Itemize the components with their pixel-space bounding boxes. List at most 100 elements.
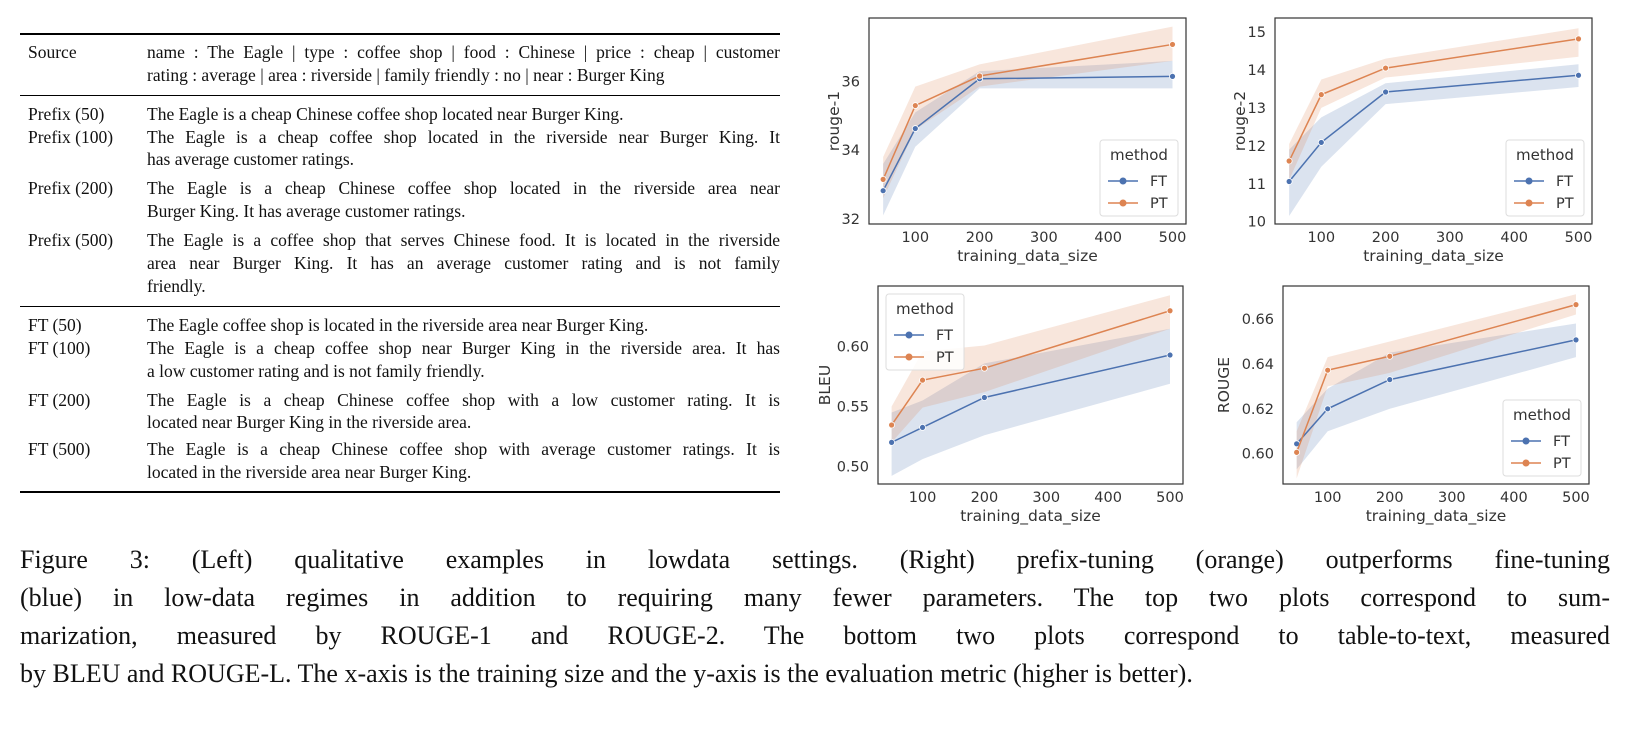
legend-label-PT: PT — [1556, 196, 1574, 212]
chart-rouge-2: 100 200 300 400 500 10 11 12 13 14 15 training_data… — [1231, 17, 1593, 266]
row-label: Source — [28, 42, 77, 62]
legend-label-FT: FT — [936, 328, 953, 344]
data-point-PT — [1169, 41, 1176, 48]
row-label: FT (50) — [28, 315, 82, 335]
x-tick-label: 200 — [1372, 230, 1400, 246]
row-label: Prefix (100) — [28, 127, 114, 147]
x-tick-label: 100 — [1314, 490, 1342, 506]
table-top-rule — [20, 33, 780, 35]
row-text-line: The Eagle is a cheap coffee shop located… — [147, 127, 780, 147]
data-point-PT — [1575, 35, 1582, 43]
row-label: Prefix (50) — [28, 104, 105, 124]
y-tick-label: 0.66 — [1242, 312, 1274, 328]
legend-box — [885, 293, 965, 371]
y-axis-label: rouge-1 — [825, 91, 843, 151]
y-tick-label: 36 — [842, 75, 860, 91]
row-text-line: has average customer ratings. — [147, 149, 355, 169]
series-line-FT — [882, 75, 1173, 192]
row-label: Prefix (500) — [28, 230, 114, 250]
data-point-PT — [1386, 352, 1394, 360]
series-line-FT — [1296, 339, 1577, 445]
data-point-FT — [1575, 71, 1582, 79]
y-tick-label: 0.60 — [1242, 447, 1274, 463]
x-tick-label: 300 — [1032, 490, 1060, 506]
x-tick-label: 500 — [1156, 490, 1184, 506]
data-point-PT — [1293, 448, 1301, 456]
series-line-FT — [1288, 74, 1579, 182]
y-tick-label: 0.60 — [837, 340, 869, 356]
legend-marker-FT — [1522, 437, 1530, 445]
x-axis-label: training_data_size — [1366, 507, 1507, 526]
row-label: FT (500) — [28, 439, 91, 459]
legend-label-PT: PT — [936, 350, 954, 366]
x-axis-label: training_data_size — [957, 247, 1098, 266]
plot-frame — [1282, 285, 1590, 485]
data-point-FT — [1169, 72, 1176, 80]
row-text-line: name : The Eagle | type : coffee shop | … — [147, 42, 780, 62]
y-tick-label: 0.55 — [837, 399, 869, 415]
legend: method FT PT — [1505, 139, 1585, 217]
x-tick-label: 100 — [909, 490, 937, 506]
table-bottom-rule — [20, 491, 780, 493]
y-tick-label: 32 — [842, 212, 860, 228]
legend-label-FT: FT — [1553, 434, 1570, 450]
y-tick-label: 0.64 — [1242, 357, 1274, 373]
caption-line: (blue) in low-data regimes in addition t… — [20, 583, 1610, 612]
legend-marker-PT — [1119, 199, 1127, 207]
confidence-band-FT — [1289, 64, 1579, 217]
data-point-FT — [1166, 351, 1174, 359]
data-point-FT — [1285, 178, 1293, 185]
series-line-PT — [1295, 303, 1577, 453]
row-text-line: friendly. — [147, 276, 206, 296]
chart-rouge-1: 100 200 300 400 500 32 34 36 training_data_size r… — [825, 17, 1187, 266]
plot-frame — [877, 285, 1184, 485]
y-axis-label: rouge-2 — [1231, 91, 1249, 151]
legend-box — [1099, 139, 1179, 217]
x-tick-label: 200 — [966, 230, 994, 246]
legend: method FT PT — [885, 293, 965, 371]
data-point-FT — [888, 438, 896, 446]
row-label: FT (100) — [28, 338, 91, 358]
caption-line: by BLEU and ROUGE-L. The x-axis is the t… — [20, 659, 1193, 688]
row-text-line: rating : average | area : riverside | fa… — [147, 65, 665, 85]
x-tick-label: 500 — [1159, 230, 1187, 246]
data-point-FT — [1386, 376, 1394, 384]
legend: method FT PT — [1099, 139, 1179, 217]
x-tick-label: 400 — [1094, 230, 1122, 246]
data-point-FT — [1324, 405, 1332, 413]
caption-line: Figure 3: (Left) qualitative examples in… — [20, 545, 1610, 574]
legend-label-FT: FT — [1556, 174, 1573, 190]
x-tick-label: 100 — [901, 230, 929, 246]
x-axis-label: training_data_size — [1363, 247, 1504, 266]
legend: method FT PT — [1502, 399, 1582, 477]
y-axis-label: BLEU — [816, 365, 834, 405]
data-point-PT — [1382, 64, 1389, 72]
row-text-line: The Eagle is a cheap Chinese coffee shop… — [147, 178, 780, 198]
confidence-band-PT — [883, 26, 1173, 199]
row-text-line: The Eagle is a coffee shop that serves C… — [147, 230, 780, 250]
legend-box — [1505, 139, 1585, 217]
legend-marker-PT — [1522, 459, 1530, 467]
data-point-PT — [1317, 91, 1325, 99]
y-tick-label: 0.50 — [837, 459, 869, 475]
y-tick-label: 11 — [1248, 177, 1266, 193]
legend-marker-FT — [1119, 177, 1127, 185]
caption-line: marization, measured by ROUGE-1 and ROUG… — [20, 621, 1610, 650]
x-tick-label: 200 — [971, 490, 999, 506]
data-point-FT — [879, 187, 887, 195]
x-tick-label: 100 — [1307, 230, 1335, 246]
legend-title: method — [1513, 406, 1571, 424]
data-point-PT — [1572, 301, 1580, 309]
data-point-PT — [976, 72, 983, 80]
y-axis-label: ROUGE — [1215, 357, 1233, 413]
legend-title: method — [1110, 146, 1168, 164]
x-tick-label: 500 — [1565, 230, 1593, 246]
data-point-PT — [1324, 366, 1332, 374]
chart-ROUGE: 100 200 300 400 500 0.60 0.62 0.64 0.66 training_… — [1215, 285, 1590, 526]
confidence-band-FT — [1296, 323, 1576, 470]
row-text-line: The Eagle is a cheap Chinese coffee shop… — [147, 439, 780, 459]
x-tick-label: 200 — [1376, 490, 1404, 506]
row-text-line: The Eagle is a cheap Chinese coffee shop… — [147, 104, 624, 124]
legend-label-PT: PT — [1150, 196, 1168, 212]
